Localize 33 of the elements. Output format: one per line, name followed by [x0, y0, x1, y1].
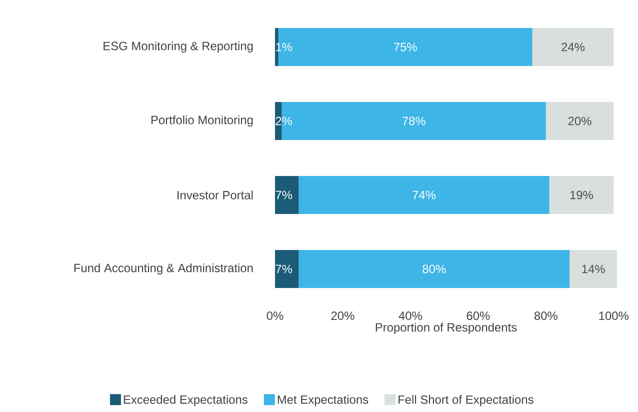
legend-label: Exceeded Expectations [124, 395, 248, 406]
data-label: 7% [276, 264, 292, 274]
y-tick-label: Investor Portal [178, 190, 253, 200]
x-axis-title: Proportion of Respondents [376, 322, 517, 334]
bar [278, 28, 532, 66]
data-label: 80% [422, 264, 446, 274]
y-tick-label: ESG Monitoring & Reporting [104, 41, 253, 53]
legend-label: Fell Short of Expectations [398, 395, 534, 406]
y-tick-label: Portfolio Monitoring [151, 115, 253, 127]
data-label: 74% [412, 190, 436, 200]
data-label: 7% [276, 190, 292, 200]
x-tick-label: 20% [331, 312, 354, 320]
x-tick-label: 80% [534, 312, 558, 320]
data-label: 19% [570, 190, 593, 200]
data-label: 78% [402, 116, 426, 126]
bar [275, 176, 299, 214]
bar [298, 250, 570, 288]
bar [532, 28, 614, 66]
bar [275, 250, 299, 288]
bar [549, 176, 614, 214]
data-label: 75% [394, 42, 417, 52]
data-label: 20% [568, 116, 592, 126]
x-tick-label: 60% [466, 312, 490, 320]
bar [546, 102, 614, 140]
bar [298, 176, 550, 214]
data-label: 14% [582, 264, 605, 274]
legend-label: Met Expectations [278, 395, 368, 406]
x-tick-label: 40% [398, 312, 422, 320]
y-tick-label: Fund Accounting & Administration [74, 263, 253, 275]
bar [570, 250, 618, 288]
x-tick-label: 0% [266, 312, 284, 320]
data-label: 24% [562, 42, 585, 52]
x-tick-label: 100% [599, 312, 628, 320]
